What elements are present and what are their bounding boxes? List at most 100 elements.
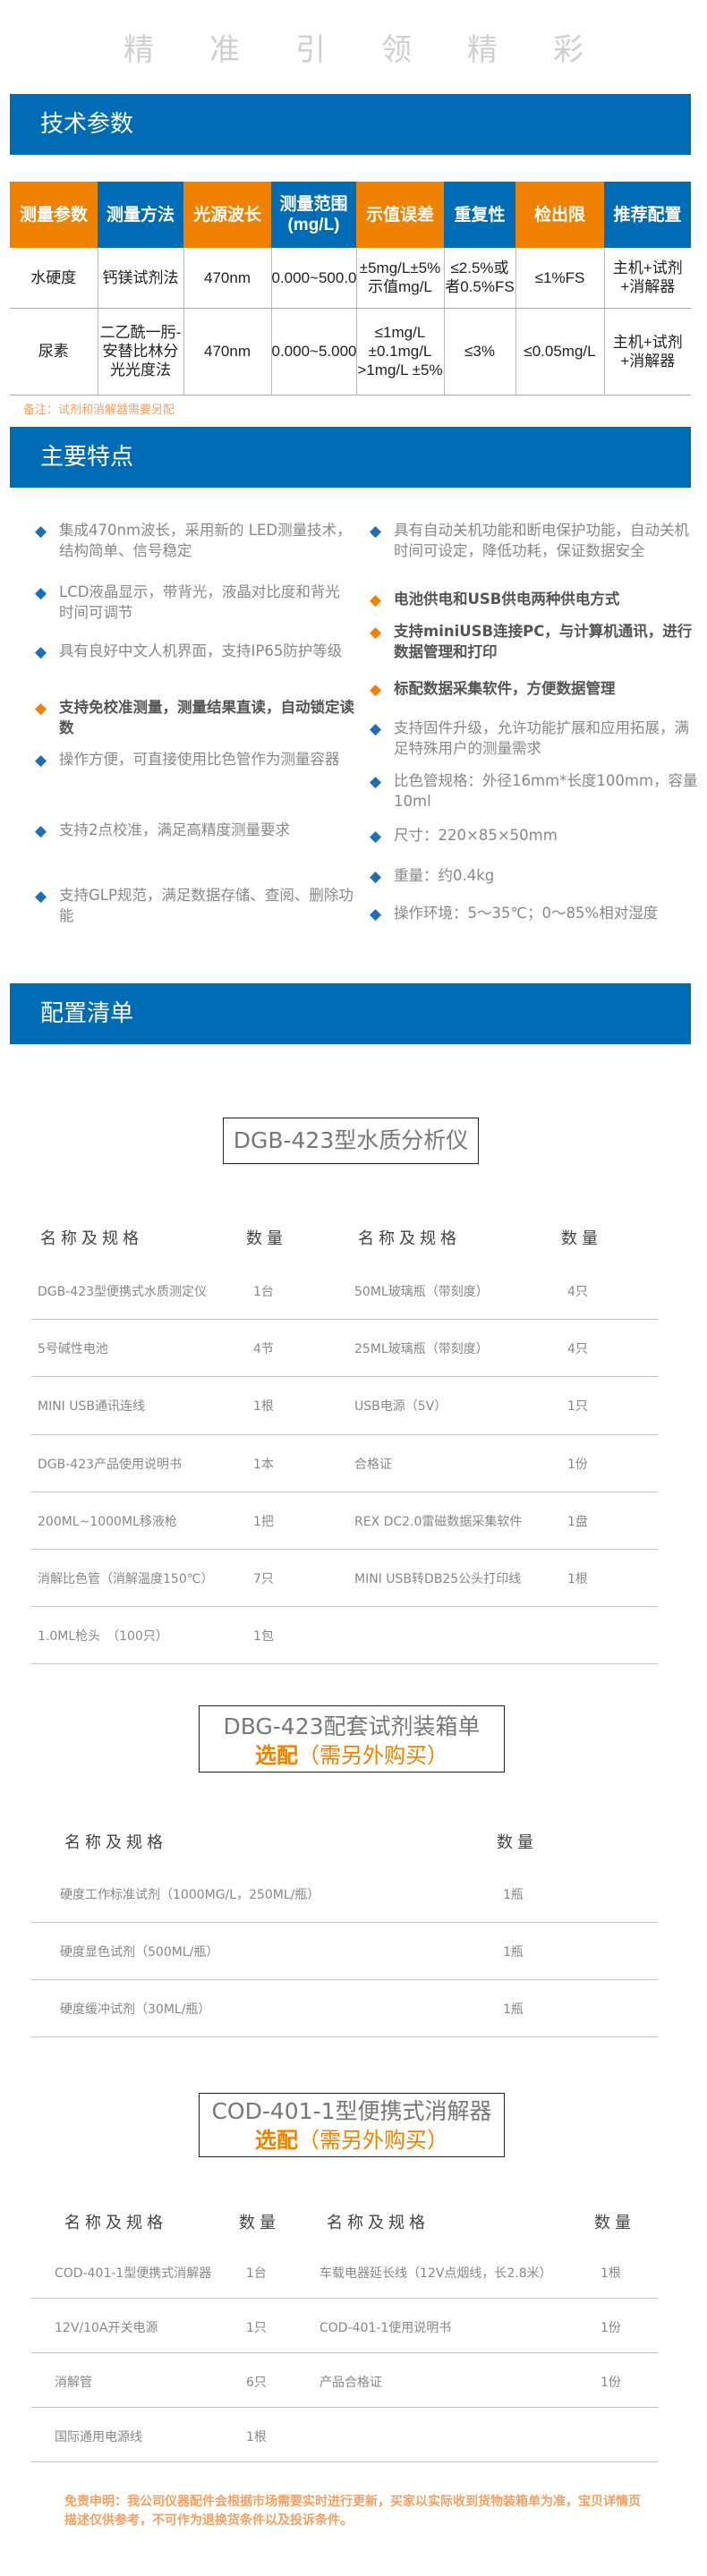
list-row: 1.0ML枪头 （100只） 1包 [31, 1607, 658, 1665]
item-quantity: 4节 [253, 1342, 274, 1357]
feature-item: ◆ 具有自动关机功能和断电保护功能，自动关机时间可设定，降低功耗，保证数据安全 [370, 520, 703, 561]
item-name: 硬度显色试剂（500ML/瓶） [60, 1945, 219, 1960]
list-row: 硬度工作标准试剂（1000MG/L，250ML/瓶） 1瓶 [31, 1866, 658, 1923]
disclaimer: 免责申明：我公司仪器配件会根据市场需要实时进行更新，买家以实际收到货物装箱单为准… [64, 2495, 641, 2528]
column-header: 数量 [246, 1229, 287, 1248]
item-name: DGB-423型便携式水质测定仪 [38, 1285, 208, 1299]
item-quantity: 4只 [567, 1285, 588, 1299]
spec-cell: 钙镁试剂法 [98, 248, 184, 309]
spec-cell: 主机+试剂+消解器 [604, 308, 691, 395]
column-header: 名称及规格 [327, 2214, 430, 2232]
table-row: 水硬度 钙镁试剂法 470nm 0.000~500.0 ±5mg/L±5%示值mg/L ≤… [10, 248, 691, 309]
diamond-bullet-icon: ◆ [370, 773, 382, 791]
column-header: 名称及规格 [64, 2214, 167, 2232]
spec-cell: 470nm [183, 308, 272, 395]
column-header: 名称及规格 [64, 1833, 167, 1852]
item-quantity: 1把 [253, 1514, 274, 1529]
spec-header-cell: 重复性 [444, 182, 515, 248]
item-quantity: 1只 [567, 1399, 588, 1415]
list-row: 硬度显色试剂（500ML/瓶） 1瓶 [31, 1923, 658, 1980]
item-quantity: 1份 [601, 2376, 621, 2390]
feature-text: 支持免校准测量，测量结果直读，自动锁定读数 [59, 699, 354, 736]
diamond-bullet-icon: ◆ [35, 523, 47, 540]
list-row: DGB-423产品使用说明书 1本 合格证 1份 [31, 1435, 658, 1492]
diamond-bullet-icon: ◆ [370, 681, 382, 699]
diamond-bullet-icon: ◆ [370, 868, 382, 886]
item-quantity: 1包 [253, 1629, 274, 1645]
feature-text: 操作方便，可直接使用比色管作为测量容器 [59, 751, 340, 768]
box-title: DGB-423型水质分析仪 [233, 1127, 469, 1153]
item-name: 国际通用电源线 [55, 2430, 142, 2444]
box-title: DBG-423配套试剂装箱单 [223, 1713, 481, 1739]
item-quantity: 1根 [246, 2430, 267, 2444]
box-title: COD-401-1型便携式消解器 [211, 2098, 492, 2124]
list-row: 12V/10A开关电源 1只 COD-401-1使用说明书 1份 [31, 2299, 658, 2353]
item-name: 消解管 [55, 2376, 92, 2390]
feature-text: 集成470nm波长，采用新的 LED测量技术，结构简单、信号稳定 [59, 522, 352, 559]
diamond-bullet-icon: ◆ [35, 700, 47, 718]
item-name: 车载电器延长线（12V点烟线，长2.8米） [319, 2266, 552, 2281]
diamond-bullet-icon: ◆ [35, 822, 47, 840]
spec-cell: ≤3% [444, 308, 516, 395]
spec-header-cell: 示值误差 [356, 182, 444, 248]
spec-cell: 尿素 [10, 308, 98, 395]
item-quantity: 1台 [246, 2266, 267, 2281]
list-row: 200ML~1000ML移液枪 1把 REX DC2.0雷磁数据采集软件 1盘 [31, 1492, 658, 1550]
optional-note: （需另外购买） [298, 1743, 448, 1768]
spec-cell: ≤1mg/L ±0.1mg/L >1mg/L ±5% [356, 308, 445, 395]
item-name: 50ML玻璃瓶（带刻度） [354, 1285, 489, 1299]
diamond-bullet-icon: ◆ [35, 584, 47, 602]
feature-text: 具有良好中文人机界面，支持IP65防护等级 [59, 642, 343, 659]
item-name: 1.0ML枪头 （100只） [38, 1629, 168, 1645]
item-quantity: 1根 [253, 1399, 274, 1415]
spec-header-cell: 检出限 [515, 182, 604, 248]
item-name: 产品合格证 [319, 2376, 382, 2390]
feature-item: ◆ 集成470nm波长，采用新的 LED测量技术，结构简单、信号稳定 [35, 520, 354, 561]
item-quantity: 1根 [601, 2266, 621, 2281]
feature-item: ◆ 标配数据采集软件，方便数据管理 [370, 678, 703, 699]
table-row: 尿素 二乙酰一肟-安替比林分光光度法 470nm 0.000~5.000 ≤1mg/L … [10, 308, 691, 395]
item-quantity: 1只 [246, 2321, 267, 2335]
section-bar-spec: 技术参数 [10, 94, 691, 155]
spec-header-cell: 测量范围(mg/L) [271, 182, 356, 248]
item-name: USB电源（5V） [354, 1399, 447, 1415]
spec-header-cell: 测量方法 [98, 182, 183, 248]
item-name: 硬度工作标准试剂（1000MG/L，250ML/瓶） [60, 1888, 320, 1902]
spec-cell: 主机+试剂+消解器 [604, 248, 691, 309]
column-header: 名称及规格 [358, 1229, 461, 1248]
section-bar-features: 主要特点 [10, 427, 691, 488]
feature-item: ◆ 尺寸：220×85×50mm [370, 825, 703, 846]
diamond-bullet-icon: ◆ [370, 828, 382, 846]
feature-text: LCD液晶显示，带背光，液晶对比度和背光时间可调节 [59, 583, 340, 621]
item-name: 12V/10A开关电源 [55, 2321, 158, 2335]
spec-cell: 0.000~500.0 [271, 248, 357, 309]
box-dgb423: DGB-423型水质分析仪 [223, 1118, 479, 1164]
column-header: 数量 [497, 1833, 538, 1852]
feature-text: 支持2点校准，满足高精度测量要求 [59, 821, 290, 838]
feature-text: 支持固件升级，允许功能扩展和应用拓展，满足特殊用户的测量需求 [394, 719, 689, 757]
feature-item: ◆ 操作方便，可直接使用比色管作为测量容器 [35, 749, 354, 769]
spec-header-cell: 测量参数 [10, 182, 98, 248]
spec-cell: ±5mg/L±5%示值mg/L [356, 248, 445, 309]
spec-cell: 二乙酰一肟-安替比林分光光度法 [98, 308, 184, 395]
list-row: 消解比色管（消解温度150℃） 7只 MINI USB转DB25公头打印线 1根 [31, 1550, 658, 1608]
item-quantity: 1本 [253, 1457, 274, 1472]
feature-item: ◆ LCD液晶显示，带背光，液晶对比度和背光时间可调节 [35, 582, 354, 623]
box-reagent: DBG-423配套试剂装箱单 选配（需另外购买） [199, 1705, 505, 1773]
item-quantity: 1根 [567, 1572, 588, 1586]
column-header: 数量 [594, 2214, 635, 2232]
list-row: MINI USB通讯连线 1根 USB电源（5V） 1只 [31, 1377, 658, 1435]
feature-text: 电池供电和USB供电两种供电方式 [394, 591, 620, 608]
column-header: 名称及规格 [40, 1229, 143, 1248]
item-quantity: 1瓶 [503, 2002, 524, 2017]
feature-item: ◆ 操作环境：5～35℃；0～85%相对湿度 [370, 903, 703, 923]
spec-cell: 水硬度 [10, 248, 98, 309]
diamond-bullet-icon: ◆ [370, 905, 382, 923]
diamond-bullet-icon: ◆ [370, 591, 382, 609]
feature-text: 重量：约0.4kg [394, 867, 495, 884]
feature-item: ◆ 具有良好中文人机界面，支持IP65防护等级 [35, 641, 354, 661]
feature-text: 支持GLP规范，满足数据存储、查阅、删除功能 [59, 887, 354, 924]
box-digester: COD-401-1型便携式消解器 选配（需另外购买） [199, 2093, 505, 2157]
item-name: COD-401-1使用说明书 [319, 2321, 452, 2335]
item-quantity: 7只 [253, 1572, 274, 1586]
